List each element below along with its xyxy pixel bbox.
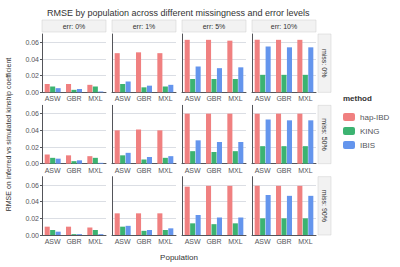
svg-text:ASW: ASW xyxy=(115,95,131,102)
svg-text:GBR: GBR xyxy=(136,238,151,245)
svg-text:ASW: ASW xyxy=(185,95,201,102)
svg-text:err: 1%: err: 1% xyxy=(133,23,156,30)
svg-text:0.04: 0.04 xyxy=(25,127,39,134)
svg-text:err: 0%: err: 0% xyxy=(63,23,86,30)
svg-text:MXL: MXL xyxy=(158,238,173,245)
svg-text:RMSE on inferred vs simulated: RMSE on inferred vs simulated kinship co… xyxy=(5,58,13,212)
svg-text:0.06: 0.06 xyxy=(25,182,39,189)
svg-text:IBIS: IBIS xyxy=(360,141,375,150)
svg-text:ASW: ASW xyxy=(185,167,201,174)
svg-text:RMSE by population across diff: RMSE by population across different miss… xyxy=(47,8,310,18)
svg-text:MXL: MXL xyxy=(298,167,313,174)
svg-text:ASW: ASW xyxy=(255,167,271,174)
svg-text:0.06: 0.06 xyxy=(25,110,39,117)
svg-text:method: method xyxy=(343,94,372,103)
svg-text:GBR: GBR xyxy=(206,167,221,174)
svg-text:MXL: MXL xyxy=(88,167,103,174)
svg-text:ASW: ASW xyxy=(45,238,61,245)
svg-text:0.06: 0.06 xyxy=(25,39,39,46)
svg-text:MXL: MXL xyxy=(158,95,173,102)
svg-text:MXL: MXL xyxy=(158,167,173,174)
svg-text:0.02: 0.02 xyxy=(25,72,39,79)
svg-text:MXL: MXL xyxy=(88,95,103,102)
svg-text:miss: 90%: miss: 90% xyxy=(321,190,328,222)
svg-text:0.04: 0.04 xyxy=(25,56,39,63)
svg-text:GBR: GBR xyxy=(206,95,221,102)
svg-text:GBR: GBR xyxy=(276,238,291,245)
svg-text:GBR: GBR xyxy=(206,238,221,245)
svg-text:MXL: MXL xyxy=(228,95,243,102)
svg-text:GBR: GBR xyxy=(66,95,81,102)
svg-text:err: 5%: err: 5% xyxy=(203,23,226,30)
svg-text:0.04: 0.04 xyxy=(25,198,39,205)
svg-text:ASW: ASW xyxy=(115,238,131,245)
svg-text:GBR: GBR xyxy=(276,167,291,174)
svg-text:GBR: GBR xyxy=(66,167,81,174)
svg-text:ASW: ASW xyxy=(255,95,271,102)
svg-text:0.00: 0.00 xyxy=(25,89,39,96)
svg-text:0.02: 0.02 xyxy=(25,215,39,222)
svg-text:err: 10%: err: 10% xyxy=(271,23,297,30)
svg-text:GBR: GBR xyxy=(136,167,151,174)
svg-text:MXL: MXL xyxy=(88,238,103,245)
svg-text:MXL: MXL xyxy=(298,95,313,102)
svg-text:miss: 0%: miss: 0% xyxy=(321,49,328,77)
svg-text:ASW: ASW xyxy=(45,167,61,174)
svg-text:0.00: 0.00 xyxy=(25,160,39,167)
svg-text:MXL: MXL xyxy=(228,167,243,174)
svg-text:MXL: MXL xyxy=(298,238,313,245)
svg-text:ASW: ASW xyxy=(115,167,131,174)
svg-text:0.00: 0.00 xyxy=(25,232,39,239)
svg-text:GBR: GBR xyxy=(276,95,291,102)
svg-text:ASW: ASW xyxy=(185,238,201,245)
svg-text:miss: 50%: miss: 50% xyxy=(321,118,328,150)
svg-text:GBR: GBR xyxy=(66,238,81,245)
svg-text:KING: KING xyxy=(360,127,380,136)
svg-text:0.02: 0.02 xyxy=(25,144,39,151)
svg-text:ASW: ASW xyxy=(45,95,61,102)
svg-text:GBR: GBR xyxy=(136,95,151,102)
svg-text:ASW: ASW xyxy=(255,238,271,245)
svg-text:Population: Population xyxy=(160,253,198,262)
svg-text:hap-IBD: hap-IBD xyxy=(360,113,390,122)
svg-text:MXL: MXL xyxy=(228,238,243,245)
